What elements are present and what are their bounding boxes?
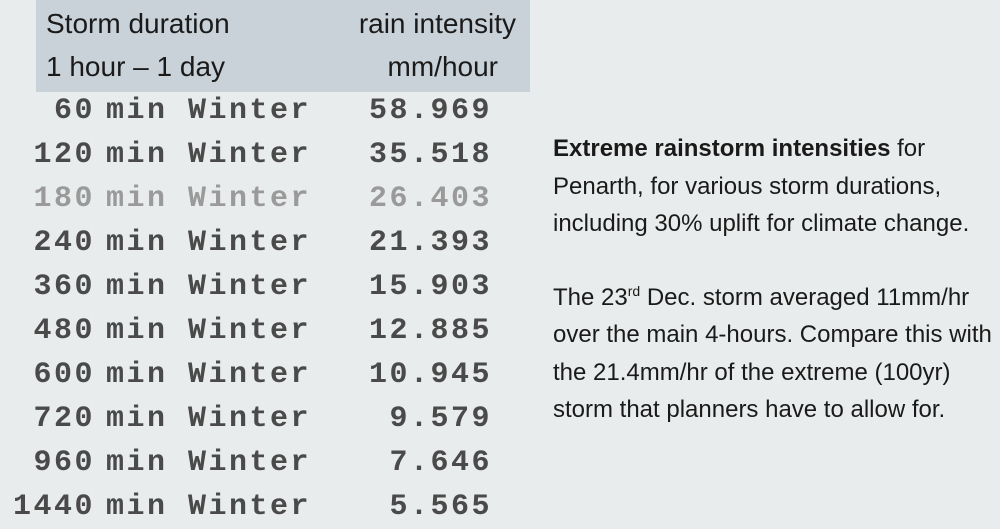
table-cell: min Winter [106,314,312,348]
table-cell: min Winter [106,182,312,216]
table-cell: 26.403 [368,182,492,216]
table-row: 1440 min Winter 5.565 [0,485,500,529]
table-row: 120 min Winter 35.518 [0,133,500,177]
table-cell: 1440 [12,490,95,524]
table-cell: 360 [33,270,95,304]
table-cell: 7.646 [389,446,492,480]
table-cell: 9.579 [389,402,492,436]
table-header [36,0,530,92]
table-row: 60 min Winter 58.969 [0,89,500,133]
table-cell: 180 [33,182,95,216]
table-cell: min Winter [106,358,312,392]
header-cell: mm/hour [387,51,498,82]
table-cell: min Winter [106,490,312,524]
table-cell: 21.393 [368,226,492,260]
notes: Extreme rainstorm intensities for Penart… [553,130,993,465]
table-cell: min Winter [106,226,312,260]
table-cell: 35.518 [368,138,492,172]
table-cell: min Winter [106,270,312,304]
table-cell: 480 [33,314,95,348]
table-row: 480 min Winter 12.885 [0,309,500,353]
header-cell: Storm duration [46,8,230,39]
table-cell: 15.903 [368,270,492,304]
table-cell: 5.565 [389,490,492,524]
header-cell: 1 hour – 1 day [46,51,226,82]
table-cell: min Winter [106,402,312,436]
table-row: 720 min Winter 9.579 [0,397,500,441]
table-row: 180 min Winter 26.403 [0,177,500,221]
table-row: 600 min Winter 10.945 [0,353,500,397]
table-cell: 600 [33,358,95,392]
table-cell: min Winter [106,94,312,128]
bold-text: Extreme rainstorm intensities [553,135,891,162]
table-cell: 10.945 [368,358,492,392]
table-row: 360 min Winter 15.903 [0,265,500,309]
table-row: 960 min Winter 7.646 [0,441,500,485]
text: The 23 [553,283,628,311]
paragraph: Extreme rainstorm intensities for Penart… [553,130,993,243]
paragraph: The 23rd Dec. storm averaged 11mm/hr ove… [553,279,993,429]
table-row: 240 min Winter 21.393 [0,221,500,265]
text: Dec. storm averaged 11mm/hr over the mai… [553,283,992,424]
header-cell: rain intensity [358,8,516,39]
table-cell: min Winter [106,138,312,172]
table-cell: min Winter [106,446,312,480]
table-cell: 120 [33,138,95,172]
table-cell: 60 [53,94,95,128]
table-cell: 12.885 [368,314,492,348]
text: for Penarth, for various storm durations… [553,135,970,237]
superscript: rd [627,282,641,299]
table-cell: 960 [33,446,95,480]
table-cell: 720 [33,402,95,436]
table-cell: 58.969 [368,94,492,128]
table-cell: 240 [33,226,95,260]
